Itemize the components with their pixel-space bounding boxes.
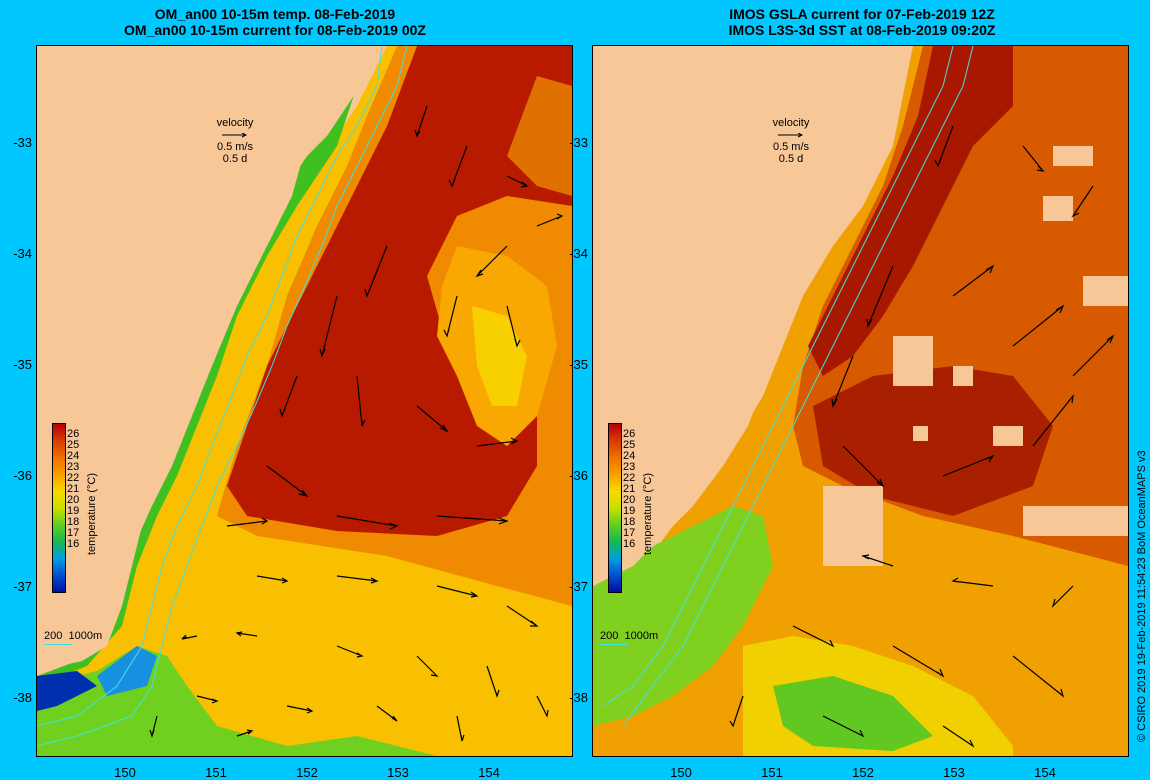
depth-label-1000: 1000m bbox=[68, 630, 103, 642]
lon-tick-label: 153 bbox=[387, 765, 409, 780]
colorbar-tick-label: 26 bbox=[623, 428, 636, 440]
colorbar-tick-label: 21 bbox=[623, 483, 636, 495]
right-colorbar-title: temperature (°C) bbox=[642, 472, 654, 555]
lat-tick-label: -34 bbox=[569, 246, 588, 261]
left-colorbar-ticks: 26 25 24 23 22 21 20 19 18 17 16 bbox=[67, 429, 79, 550]
colorbar-tick-label: 19 bbox=[67, 505, 80, 517]
colorbar-tick-label: 23 bbox=[623, 461, 636, 473]
velocity-legend-speed: 0.5 m/s bbox=[216, 141, 254, 153]
depth-label-1000: 1000m bbox=[624, 630, 659, 642]
velocity-legend-speed: 0.5 m/s bbox=[772, 141, 810, 153]
left-colorbar-title: temperature (°C) bbox=[86, 472, 98, 555]
lon-tick-label: 151 bbox=[205, 765, 227, 780]
colorbar-tick-label: 25 bbox=[623, 439, 636, 451]
lat-tick-label: -33 bbox=[569, 135, 588, 150]
lat-tick-label: -34 bbox=[13, 246, 32, 261]
lon-tick-label: 154 bbox=[478, 765, 500, 780]
colorbar-tick-label: 16 bbox=[623, 538, 636, 550]
velocity-scale-arrow-icon bbox=[778, 132, 804, 138]
right-velocity-legend: velocity 0.5 m/s 0.5 d bbox=[761, 117, 821, 165]
lon-tick-label: 150 bbox=[670, 765, 692, 780]
colorbar-tick-label: 22 bbox=[67, 472, 80, 484]
left-depth-legend: 200 1000m bbox=[44, 630, 102, 645]
velocity-scale-arrow-icon bbox=[222, 132, 248, 138]
colorbar-tick-label: 22 bbox=[623, 472, 636, 484]
left-colorbar bbox=[52, 423, 66, 593]
right-colorbar-ticks: 26 25 24 23 22 21 20 19 18 17 16 bbox=[623, 429, 635, 550]
colorbar-tick-label: 21 bbox=[67, 483, 80, 495]
left-velocity-legend: velocity 0.5 m/s 0.5 d bbox=[205, 117, 265, 165]
colorbar-tick-label: 25 bbox=[67, 439, 80, 451]
colorbar-tick-label: 16 bbox=[67, 538, 80, 550]
colorbar-tick-label: 17 bbox=[67, 527, 80, 539]
velocity-legend-title: velocity bbox=[772, 117, 810, 129]
right-title-line1: IMOS GSLA current for 07-Feb-2019 12Z bbox=[729, 6, 995, 22]
velocity-legend-title: velocity bbox=[216, 117, 254, 129]
depth-label-200: 200 bbox=[44, 630, 63, 642]
left-temperature-map bbox=[36, 45, 573, 757]
lat-tick-label: -36 bbox=[13, 468, 32, 483]
right-current-arrows bbox=[729, 125, 1115, 748]
colorbar-tick-label: 26 bbox=[67, 428, 80, 440]
colorbar-tick-label: 24 bbox=[623, 450, 636, 462]
lat-tick-label: -37 bbox=[13, 579, 32, 594]
velocity-legend-duration: 0.5 d bbox=[222, 153, 248, 165]
depth-legend-line bbox=[44, 644, 72, 645]
lon-tick-label: 152 bbox=[296, 765, 318, 780]
lon-tick-label: 151 bbox=[761, 765, 783, 780]
lat-tick-label: -38 bbox=[13, 690, 32, 705]
right-depth-legend: 200 1000m bbox=[600, 630, 658, 645]
colorbar-tick-label: 20 bbox=[67, 494, 80, 506]
left-current-arrows bbox=[149, 105, 564, 742]
lat-tick-label: -35 bbox=[13, 357, 32, 372]
colorbar-tick-label: 20 bbox=[623, 494, 636, 506]
lat-tick-label: -36 bbox=[569, 468, 588, 483]
right-title-line2: IMOS L3S-3d SST at 08-Feb-2019 09:20Z bbox=[728, 22, 996, 38]
lon-tick-label: 150 bbox=[114, 765, 136, 780]
lat-tick-label: -35 bbox=[569, 357, 588, 372]
colorbar-tick-label: 24 bbox=[67, 450, 80, 462]
right-panel-title: IMOS GSLA current for 07-Feb-2019 12Z IM… bbox=[592, 6, 1132, 38]
right-sst-map bbox=[592, 45, 1129, 757]
velocity-legend-duration: 0.5 d bbox=[778, 153, 804, 165]
lon-tick-label: 154 bbox=[1034, 765, 1056, 780]
right-map-canvas bbox=[593, 46, 1128, 756]
left-panel-title: OM_an00 10-15m temp. 08-Feb-2019 OM_an00… bbox=[5, 6, 545, 38]
lat-tick-label: -37 bbox=[569, 579, 588, 594]
lon-tick-label: 153 bbox=[943, 765, 965, 780]
left-title-line2: OM_an00 10-15m current for 08-Feb-2019 0… bbox=[124, 22, 426, 38]
colorbar-tick-label: 18 bbox=[623, 516, 636, 528]
colorbar-tick-label: 19 bbox=[623, 505, 636, 517]
colorbar-tick-label: 17 bbox=[623, 527, 636, 539]
left-map-canvas bbox=[37, 46, 572, 756]
lat-tick-label: -38 bbox=[569, 690, 588, 705]
right-colorbar bbox=[608, 423, 622, 593]
colorbar-tick-label: 23 bbox=[67, 461, 80, 473]
colorbar-tick-label: 18 bbox=[67, 516, 80, 528]
lon-tick-label: 152 bbox=[852, 765, 874, 780]
credit-text: © CSIRO 2019 19-Feb-2019 11:54:23 BoM Oc… bbox=[1136, 450, 1148, 742]
left-title-line1: OM_an00 10-15m temp. 08-Feb-2019 bbox=[154, 6, 396, 22]
depth-label-200: 200 bbox=[600, 630, 619, 642]
depth-legend-line bbox=[600, 644, 628, 645]
lat-tick-label: -33 bbox=[13, 135, 32, 150]
